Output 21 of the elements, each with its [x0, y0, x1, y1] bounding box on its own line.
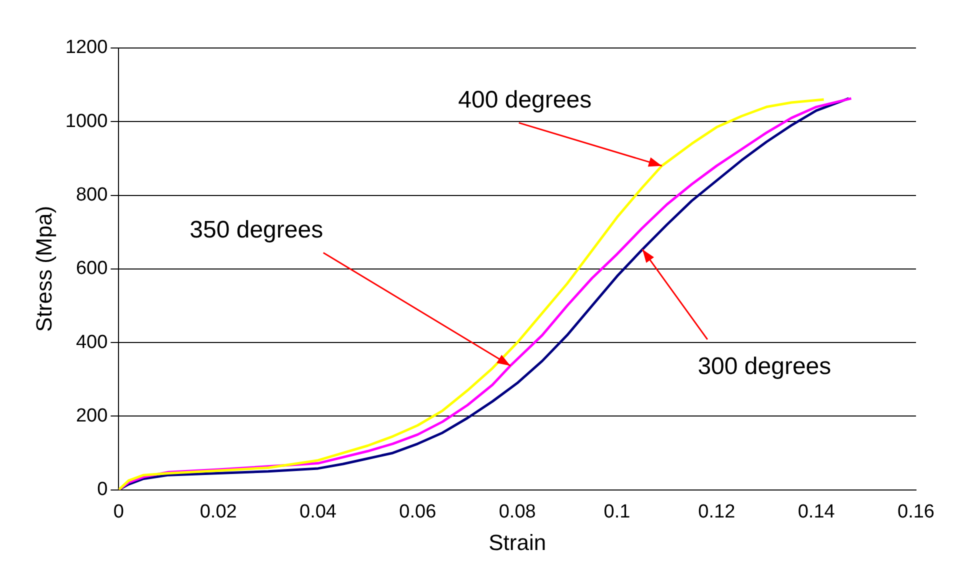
y-tick-label: 200 — [76, 405, 108, 426]
y-tick-label: 1000 — [65, 110, 108, 132]
annotation: 350 degrees — [190, 216, 324, 244]
y-tick-label: 400 — [76, 332, 108, 353]
y-tick-label: 800 — [76, 184, 108, 206]
x-tick-label: 0.14 — [798, 501, 836, 522]
x-tick-label: 0.06 — [399, 501, 436, 522]
y-tick-label: 1200 — [65, 37, 108, 58]
x-tick-label: 0.08 — [498, 501, 536, 522]
x-tick-label: 0 — [113, 501, 124, 522]
y-tick-label: 0 — [97, 479, 108, 500]
x-tick-label: 0.1 — [604, 501, 630, 522]
x-tick-label: 0.12 — [698, 501, 736, 522]
x-tick-label: 0.02 — [200, 501, 237, 522]
x-axis-title: Strain — [488, 530, 546, 555]
annotation: 300 degrees — [698, 353, 832, 380]
x-tick-label: 0.04 — [300, 501, 337, 522]
y-tick-label: 600 — [76, 258, 108, 280]
x-tick-label: 0.16 — [898, 501, 934, 522]
annotation: 400 degrees — [458, 86, 592, 114]
y-axis-title: Stress (Mpa) — [31, 206, 56, 332]
